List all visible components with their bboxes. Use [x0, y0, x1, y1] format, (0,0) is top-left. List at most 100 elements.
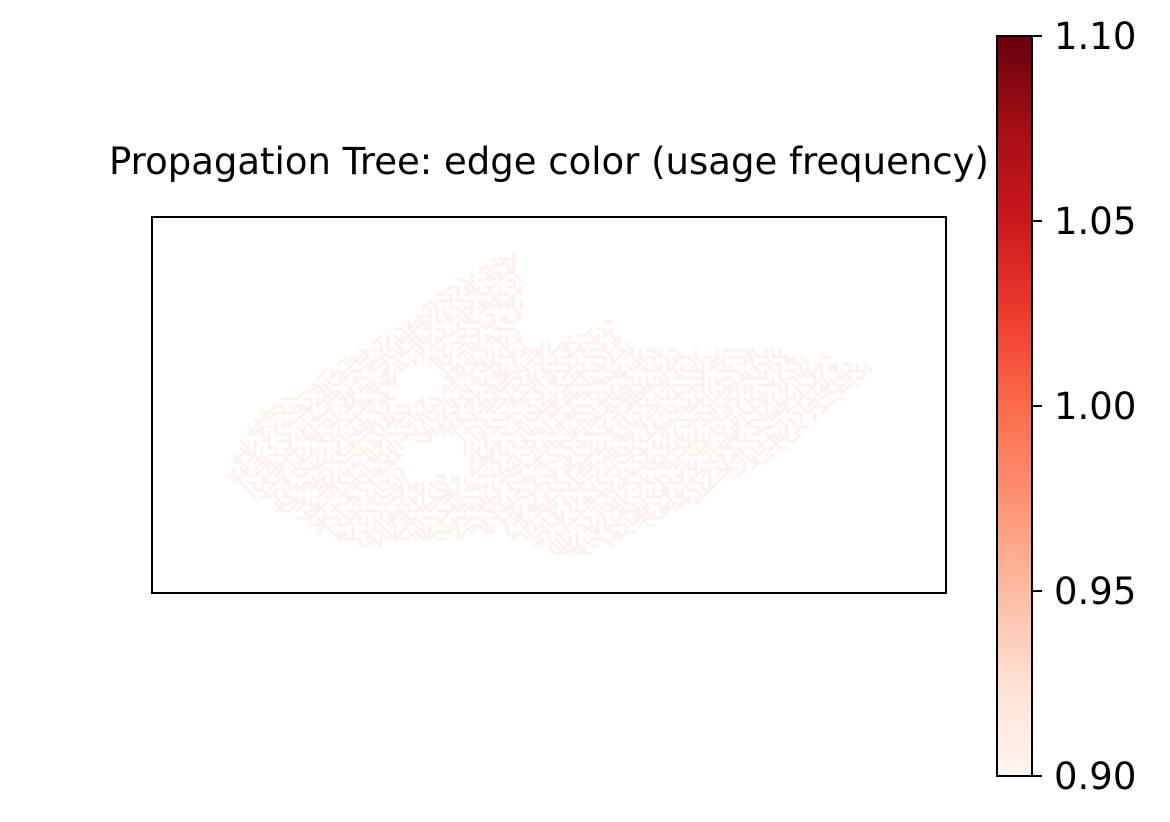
tree-edge [666, 362, 677, 373]
tree-edge [554, 439, 565, 450]
tree-edge [820, 390, 831, 401]
tree-edge [358, 404, 369, 415]
tree-edge [764, 355, 775, 366]
tree-edge [694, 411, 705, 422]
tree-edge [547, 537, 558, 548]
tree-edge [561, 369, 572, 380]
tree-edge [792, 376, 803, 387]
tree-edge [666, 495, 677, 506]
tree-edge [743, 348, 754, 359]
tree-edge [470, 285, 481, 296]
tree-edge [344, 383, 355, 394]
tree-edge [841, 376, 852, 387]
tree-edge [582, 453, 593, 464]
tree-edge [358, 355, 369, 366]
tree-edge [400, 348, 411, 359]
tree-edge [778, 397, 789, 408]
tree-edge [568, 376, 579, 387]
tree-edge [554, 488, 565, 499]
tree-edge [603, 467, 614, 478]
tree-edge [512, 362, 523, 373]
tree-edge [512, 467, 523, 478]
tree-edge [834, 383, 845, 394]
tree-edge [498, 474, 509, 485]
tree-edge [449, 327, 460, 338]
tree-edge [813, 390, 824, 401]
tree-edge [596, 411, 607, 422]
tree-edge [512, 495, 523, 506]
tree-edge [358, 446, 369, 457]
tree-edge [288, 502, 299, 513]
tree-edge [792, 397, 803, 408]
tree-edge [512, 425, 523, 436]
tree-edge [498, 376, 509, 387]
tree-edge [526, 355, 537, 366]
tree-edge [351, 495, 362, 506]
tree-edge [491, 271, 502, 282]
tree-edge [750, 460, 761, 471]
tree-edge [498, 271, 509, 282]
tree-edge [610, 530, 621, 541]
tree-edge [680, 481, 691, 492]
tree-edge [414, 530, 425, 541]
tree-edge [659, 376, 670, 387]
tree-edge [582, 460, 593, 471]
tree-edge [533, 376, 544, 387]
tree-edge [512, 383, 523, 394]
tree-edge [694, 397, 705, 408]
tree-edge [463, 348, 474, 359]
tree-edge [631, 397, 642, 408]
tree-edge [708, 446, 719, 457]
tree-edge [477, 397, 488, 408]
tree-edge [260, 460, 271, 471]
tree-edge [841, 369, 852, 380]
tree-edge [750, 348, 761, 359]
tree-edge [519, 348, 530, 359]
tree-edge [666, 446, 677, 457]
tree-edge [540, 460, 551, 471]
tree-edge [757, 425, 768, 436]
tree-edge [764, 453, 775, 464]
tree-edge [526, 474, 537, 485]
tree-edge [554, 537, 565, 548]
tree-edge [785, 355, 796, 366]
tree-edge [463, 523, 474, 534]
tree-edge [344, 369, 355, 380]
tree-edge [260, 453, 271, 464]
tree-edge [617, 481, 628, 492]
tree-edge [554, 516, 565, 527]
tree-edge [330, 488, 341, 499]
tree-edge [400, 334, 411, 345]
tree-edge [554, 453, 565, 464]
tree-edge [407, 334, 418, 345]
tree-edge [288, 481, 299, 492]
tree-edge [652, 460, 663, 471]
tree-edge [442, 411, 453, 422]
tree-edge [673, 453, 684, 464]
tree-edge [624, 348, 635, 359]
tree-edge [393, 362, 404, 373]
tree-edge [526, 488, 537, 499]
tree-edge [407, 327, 418, 338]
tree-edge [673, 460, 684, 471]
tree-edge [470, 481, 481, 492]
tree-edge [449, 313, 460, 324]
tree-edge [561, 467, 572, 478]
tree-edge [477, 453, 488, 464]
tree-edge [386, 411, 397, 422]
tree-edge [463, 369, 474, 380]
tree-edge [414, 516, 425, 527]
tree-edge [596, 509, 607, 520]
tree-edge [526, 502, 537, 513]
tree-edge [519, 516, 530, 527]
tree-edge [792, 425, 803, 436]
tree-edge [414, 320, 425, 331]
tree-edge [316, 488, 327, 499]
tree-edge [666, 502, 677, 513]
tree-edge [820, 404, 831, 415]
tree-edge [274, 502, 285, 513]
tree-edge [750, 446, 761, 457]
tree-edge [505, 509, 516, 520]
tree-edge [421, 502, 432, 513]
tree-edge [456, 369, 467, 380]
